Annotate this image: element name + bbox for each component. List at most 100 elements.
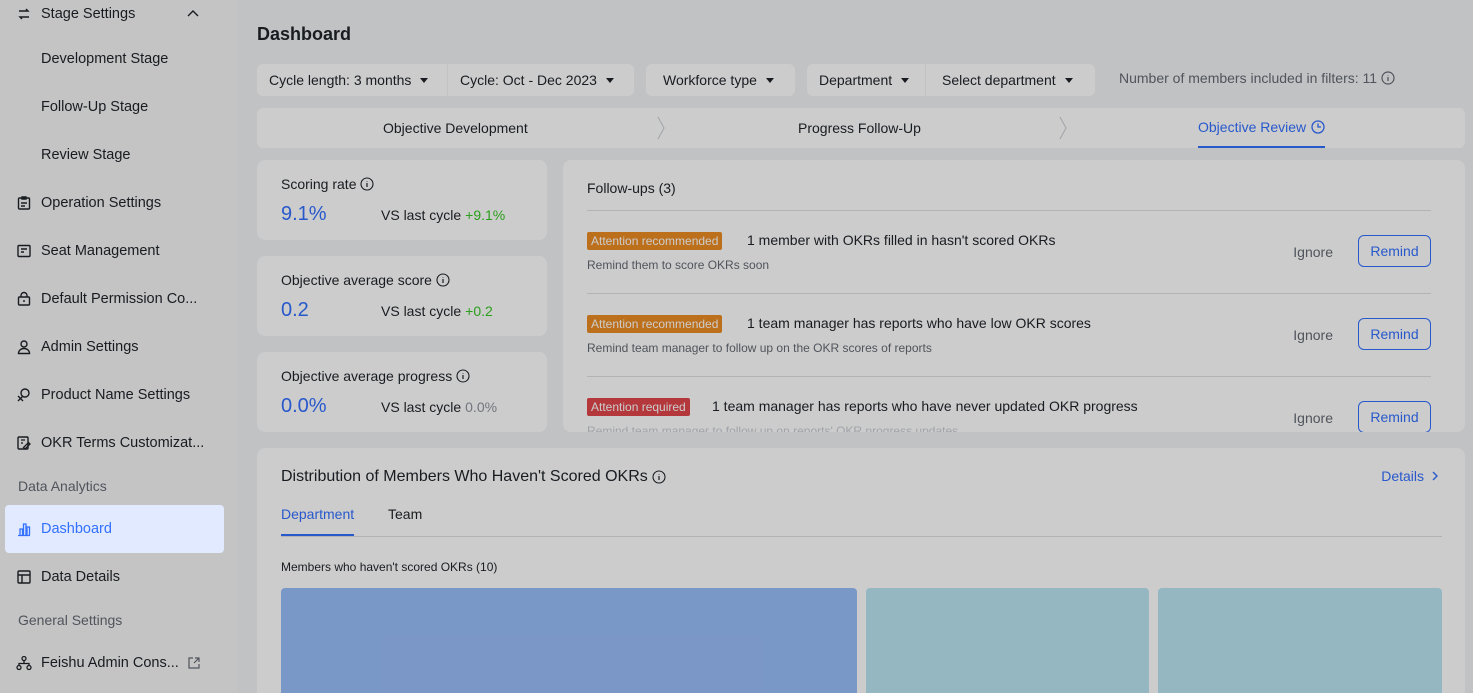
tab-objective-review[interactable]: Objective Review [1198,108,1326,148]
metric-title: Objective average score [281,272,450,288]
tab-progress-follow-up[interactable]: Progress Follow-Up [798,120,921,136]
follow-up-subtext: Remind them to score OKRs soon [587,258,770,272]
sidebar-item-label: Admin Settings [41,339,139,355]
seat-icon [17,244,31,258]
chevron-right-icon [1432,471,1438,481]
page-title: Dashboard [257,24,352,44]
sidebar-item-label: Seat Management [41,243,160,259]
info-icon[interactable] [1381,71,1395,85]
sidebar-item-operation-settings[interactable]: Operation Settings [8,183,218,223]
average-score-card: Objective average score 0.2 VS last cycl… [257,256,547,336]
sidebar-item-label: Default Permission Co... [41,291,198,307]
tab-department[interactable]: Department [281,506,355,536]
info-icon[interactable] [360,177,375,191]
scoring-rate-card: Scoring rate 9.1% VS last cycle +9.1% [257,160,547,240]
ignore-button[interactable]: Ignore [1293,327,1333,343]
bar-chart-icon [18,523,31,537]
external-link-icon [188,657,200,669]
sidebar-item-label: OKR Terms Customizat... [41,435,205,451]
sidebar-item-dashboard[interactable]: Dashboard [5,505,224,553]
sidebar-item-label: Product Name Settings [41,387,191,403]
workforce-type-dropdown[interactable]: Workforce type [646,64,795,96]
info-icon[interactable] [652,470,666,484]
ignore-button[interactable]: Ignore [1293,244,1333,260]
divider [587,210,1431,211]
attention-tag: Attention recommended [587,232,723,250]
sidebar-item-follow-up-stage[interactable]: Follow-Up Stage [8,87,218,127]
metric-delta: +9.1% [465,207,506,223]
chevron-up-icon[interactable] [186,7,200,21]
follow-up-item: Attention recommended 1 member with OKRs… [587,232,1431,292]
sidebar-item-review-stage[interactable]: Review Stage [8,135,218,175]
metric-title-text: Objective average score [281,272,432,288]
sidebar-item-label: Development Stage [41,51,169,67]
treemap-block[interactable] [866,588,1149,693]
sidebar-item-admin-settings[interactable]: Admin Settings [8,327,218,367]
sidebar-item-label: Operation Settings [41,195,162,211]
department-dropdown[interactable]: Department [807,64,925,96]
details-label: Details [1381,468,1424,484]
org-chart-icon [16,655,32,671]
divider [281,536,1442,537]
sidebar: Stage Settings Development Stage Follow-… [0,0,237,693]
sidebar-group-general-settings: General Settings [18,612,123,628]
details-link[interactable]: Details [1381,468,1441,484]
sidebar-item-development-stage[interactable]: Development Stage [8,39,218,79]
caret-down-icon [1064,77,1073,83]
tab-objective-development[interactable]: Objective Development [383,120,528,136]
metric-value: 9.1% [281,203,327,225]
metric-vs-label: VS last cycle [381,399,462,415]
distribution-title-text: Distribution of Members Who Haven't Scor… [281,468,648,485]
metric-delta: 0.0% [465,399,498,415]
divider [587,293,1431,294]
sidebar-item-feishu-admin[interactable]: Feishu Admin Cons... [8,643,218,683]
sidebar-item-label: Feishu Admin Cons... [41,655,179,671]
info-icon[interactable] [456,369,470,383]
treemap-block[interactable] [1158,588,1442,693]
table-icon [17,570,31,584]
sidebar-item-default-permission[interactable]: Default Permission Co... [8,279,218,319]
sidebar-item-stage-settings[interactable]: Stage Settings [8,0,218,34]
remind-button[interactable]: Remind [1358,235,1431,267]
metric-comparison: VS last cycle 0.0% [381,399,497,415]
follow-ups-title: Follow-ups (3) [587,180,676,196]
distribution-treemap [281,588,1442,693]
average-progress-card: Objective average progress 0.0% VS last … [257,352,547,432]
caret-down-icon [901,77,910,83]
follow-ups-panel: Follow-ups (3) Attention recommended 1 m… [563,160,1465,432]
metric-comparison: VS last cycle +9.1% [381,207,505,223]
follow-up-subtext: Remind team manager to follow up on repo… [587,424,959,432]
sidebar-item-label: Follow-Up Stage [41,99,149,115]
divider [587,376,1431,377]
follow-up-item: Attention recommended 1 team manager has… [587,315,1431,375]
sidebar-item-seat-management[interactable]: Seat Management [8,231,218,271]
caret-down-icon [420,77,429,83]
caret-down-icon [605,77,614,83]
distribution-caption: Members who haven't scored OKRs (10) [281,560,498,574]
main-content: Dashboard Cycle length: 3 months Cycle: … [237,0,1473,693]
sidebar-item-okr-terms[interactable]: OKR Terms Customizat... [8,423,218,463]
sidebar-item-product-name-settings[interactable]: Product Name Settings [8,375,218,415]
select-department-dropdown[interactable]: Select department [926,64,1095,96]
member-count-text: Number of members included in filters: 1… [1119,70,1378,86]
metric-delta: +0.2 [465,303,493,319]
treemap-block[interactable] [281,588,857,693]
metric-title-text: Scoring rate [281,176,357,192]
remind-button[interactable]: Remind [1358,401,1431,432]
metric-comparison: VS last cycle +0.2 [381,303,493,319]
step-separator-icon [657,116,665,140]
ignore-button[interactable]: Ignore [1293,410,1333,426]
sidebar-item-data-details[interactable]: Data Details [8,557,218,597]
lock-icon [17,291,31,306]
tab-team[interactable]: Team [388,506,423,522]
stage-stepper: Objective Development Progress Follow-Up… [257,108,1465,148]
clipboard-icon [17,196,31,210]
cycle-value: Cycle: Oct - Dec 2023 [460,72,597,88]
cycle-dropdown[interactable]: Cycle: Oct - Dec 2023 [448,64,634,96]
cycle-length-dropdown[interactable]: Cycle length: 3 months [257,64,447,96]
remind-button[interactable]: Remind [1358,318,1431,350]
sidebar-item-label: Review Stage [41,147,131,163]
info-icon[interactable] [436,273,450,287]
metric-vs-label: VS last cycle [381,303,462,319]
